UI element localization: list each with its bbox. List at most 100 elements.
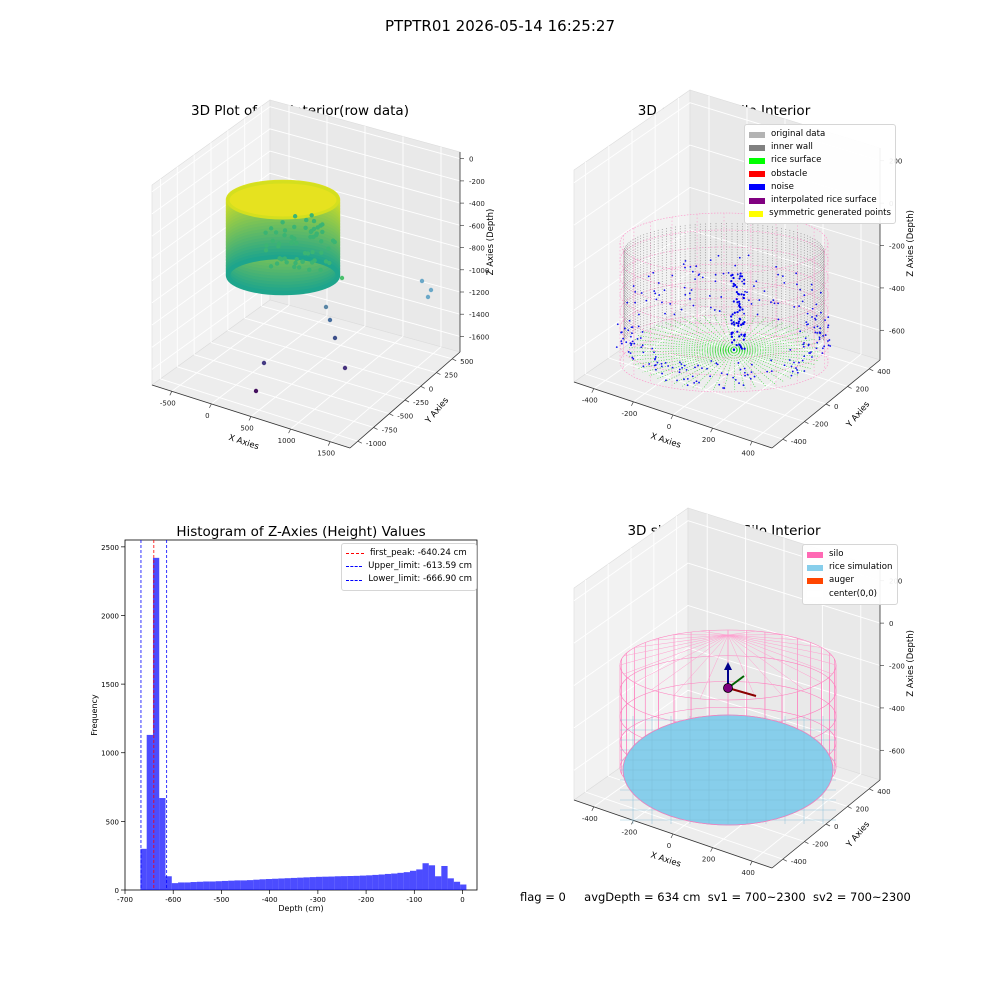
cls-xtick [670,414,674,420]
legend-label: first_peak: -640.24 cm [370,548,467,558]
cls-rice-surface [733,349,793,380]
cls-noise-point [747,254,750,257]
cls-rice-surface [642,349,735,373]
cls-noise-point [747,299,750,302]
cls-noise-point [801,300,804,303]
raw-point [282,228,288,233]
cls-noise-point [808,352,810,354]
raw-outlier-point [332,335,338,341]
histogram-title: Histogram of Z-Axies (Height) Values [176,524,425,540]
cls-noise-point [823,345,826,348]
raw-point [323,259,329,264]
cls-noise-point [629,342,632,344]
legend-label: rice surface [771,155,822,166]
cls-noise-point [692,304,695,307]
cls-rice-surface [733,347,820,351]
cls-noise-point [742,338,745,341]
cls-noise-point [640,292,643,294]
sim-xtick [710,847,713,852]
raw-ztick-label: -800 [469,245,485,253]
histogram-bar [253,879,260,890]
cls-noise-point [743,321,746,324]
raw-ztick-label: -400 [469,200,485,208]
cls-noise-point [775,265,778,268]
raw-cloud-ring [225,254,341,296]
cls-noise-point [718,383,721,386]
raw-xtick [248,416,252,421]
cls-noise-point [684,266,686,269]
sim-silo-roof [619,634,729,666]
raw-point [326,246,331,251]
legend-swatch [807,564,823,571]
histogram-bar [341,876,348,890]
sim-grid-y [585,791,783,860]
cls-noise-point [795,272,798,275]
histogram-bar [284,878,291,890]
raw-grid-y [227,329,421,387]
cls-noise-point [738,309,741,312]
cls-rice-surface [733,349,806,373]
cls-noise-point [810,351,812,353]
legend-entry: rice surface [749,154,891,167]
sim-ytick-label: -400 [791,858,807,866]
cls-rice-surface [628,347,735,351]
cls-noise-point [743,312,745,315]
raw-point [309,228,314,234]
cls-noise-point [730,335,734,338]
cls-noise-point [709,259,712,261]
cls-noise-point [744,290,746,293]
cls-noise-point [736,273,739,276]
cls-grid-y [678,309,870,370]
histogram-bar [146,734,153,890]
cls-xtick [591,388,595,393]
cls-rice-surface [630,349,735,361]
raw-point [308,234,313,240]
cls-noise-point [799,330,802,333]
sim-ylabel: Y Axies [844,819,872,850]
legend-line-sample [346,579,363,581]
cls-noise-point [819,291,822,294]
cls-noise-point [651,347,654,350]
histogram-ytick-label: 0 [115,887,119,895]
histogram-bar [190,882,197,890]
raw-grid-z [151,106,461,193]
cls-noise-point [656,361,659,364]
histogram-xtick-label: -100 [406,896,422,904]
cls-ytick-label: 200 [856,385,869,393]
cls-noise-point [827,316,830,319]
histogram-bar [322,876,329,890]
raw-point [268,264,274,269]
cls-noise-point [731,313,734,316]
cls-noise-point [722,387,724,389]
sim-silo-roof [727,634,805,690]
legend-label: Upper_limit: -613.59 cm [368,561,472,572]
cls-rice-surface [723,349,735,391]
histogram-bar [366,875,373,890]
cls-noise-point [801,359,804,362]
raw-xtick [169,391,173,396]
cls-noise-point [663,289,666,292]
cls-noise-point [694,278,697,281]
cls-wall-ring [619,263,829,325]
raw-point [263,247,269,253]
cls-ytick [847,386,852,389]
cls-rice-surface [733,349,766,387]
cls-grid-z [573,187,881,268]
histogram-frame [124,539,478,891]
cls-noise-point [641,344,644,347]
cls-noise-point [741,308,744,311]
status-flag: flag = 0 [520,890,566,904]
cls-noise-point [626,301,629,304]
cls-noise-point [796,283,798,286]
cls-noise-point [818,336,821,339]
cls-noise-point [683,378,685,381]
raw-point [294,257,299,262]
histogram-bar [453,881,461,890]
cls-xtick-label: 400 [742,449,755,457]
sim-silo-roof [673,634,729,696]
cls-noise-point [683,286,686,289]
cls-noise-point [727,271,730,274]
raw-point [320,229,325,235]
histogram-bar [228,880,235,890]
cls-noise-point [739,275,742,278]
